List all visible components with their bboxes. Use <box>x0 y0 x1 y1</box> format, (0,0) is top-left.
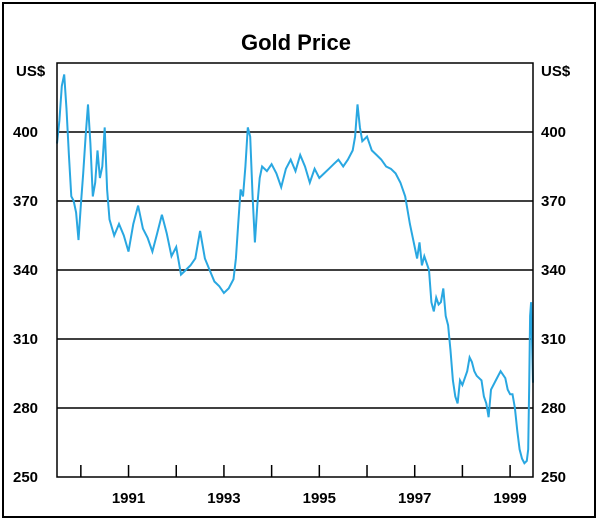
y-tick-label-left: 280 <box>13 400 38 417</box>
gold-price-line <box>56 74 534 465</box>
x-tick-label-1995: 1995 <box>303 490 336 507</box>
chart-title: Gold Price <box>241 30 351 55</box>
y-axis-unit-left: US$ <box>16 63 46 80</box>
y-tick-label-right: 310 <box>541 331 566 348</box>
y-tick-label-left: 370 <box>13 193 38 210</box>
tick-labels: 250 250 280 280 310 310 340 340 370 370 400 400 1991… <box>13 124 566 507</box>
y-tick-label-right: 400 <box>541 124 566 141</box>
x-tick-label-1991: 1991 <box>112 490 145 507</box>
axis-ticks <box>80 465 511 477</box>
x-tick-label-1997: 1997 <box>398 490 431 507</box>
y-tick-label-right: 340 <box>541 262 566 279</box>
y-tick-label-right: 280 <box>541 400 566 417</box>
gridlines <box>57 131 533 409</box>
y-tick-label-left: 400 <box>13 124 38 141</box>
y-tick-label-left: 340 <box>13 262 38 279</box>
y-tick-label-right: 370 <box>541 193 566 210</box>
y-tick-label-left: 250 <box>13 469 38 486</box>
y-tick-label-right: 250 <box>541 469 566 486</box>
y-axis-unit-right: US$ <box>541 63 571 80</box>
x-tick-label-1999: 1999 <box>493 490 526 507</box>
chart-frame <box>2 2 596 518</box>
y-tick-label-left: 310 <box>13 331 38 348</box>
plot-area-border <box>56 62 534 478</box>
x-tick-label-1993: 1993 <box>207 490 240 507</box>
